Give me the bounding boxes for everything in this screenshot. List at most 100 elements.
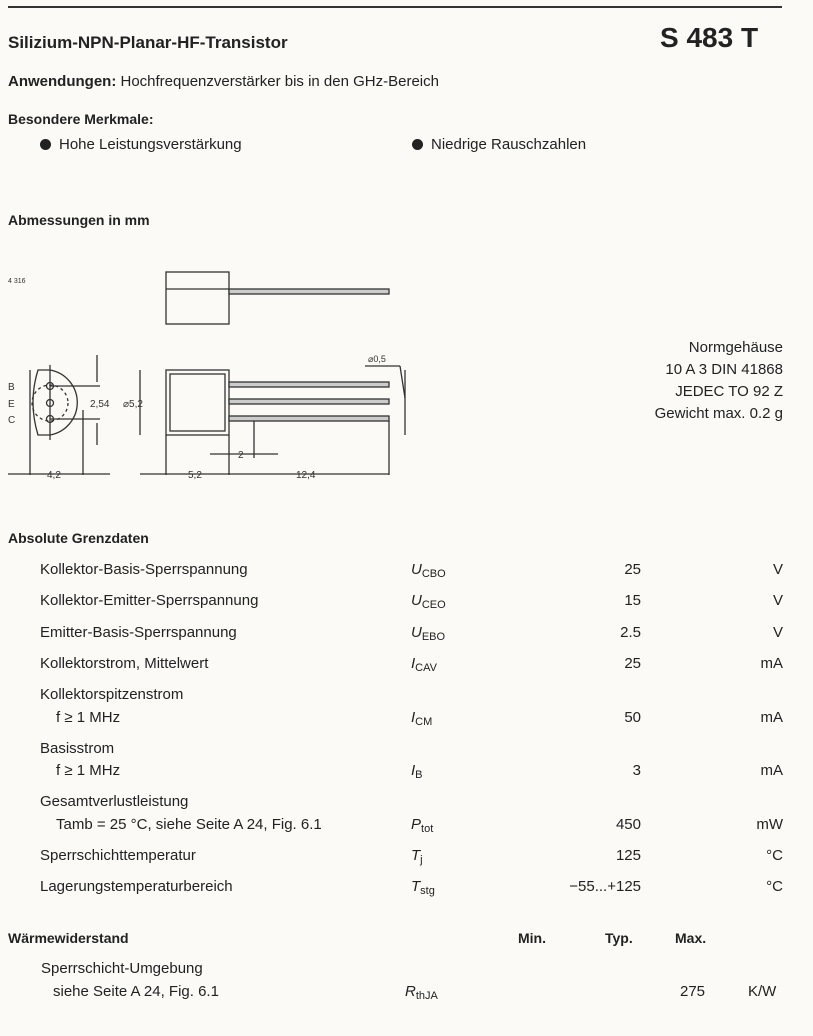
package-line: Normgehäuse	[688, 339, 783, 356]
rating-label: Kollektorstrom, Mittelwert	[40, 655, 209, 672]
rating-value: 15	[624, 592, 641, 609]
rating-condition: f ≥ 1 MHz	[56, 762, 121, 779]
rating-unit: V	[772, 592, 783, 609]
rating-value: 2.5	[620, 624, 641, 641]
col-typ: Typ.	[605, 930, 633, 946]
bullet-icon	[40, 139, 51, 150]
package-info: Normgehäuse 10 A 3 DIN 41868 JEDEC TO 92…	[655, 337, 783, 425]
rating-unit: V	[772, 561, 783, 578]
rating-symbol: Tstg	[411, 878, 435, 897]
symbol-sub: B	[415, 769, 423, 781]
rating-value: 25	[624, 561, 641, 578]
symbol-sub: EBO	[421, 631, 446, 643]
rating-unit: mA	[760, 655, 784, 672]
feature-item: Hohe Leistungsverstärkung	[40, 136, 242, 153]
rating-label: Kollektor-Emitter-Sperrspannung	[40, 592, 259, 609]
symbol-sub: CM	[415, 716, 433, 728]
symbol-letter: U	[411, 592, 422, 609]
rating-label: Sperrschichttemperatur	[40, 847, 196, 864]
symbol-letter: R	[405, 983, 416, 1000]
col-max: Max.	[675, 930, 707, 946]
symbol-sub: CAV	[415, 662, 437, 674]
pin-label-e: E	[8, 399, 15, 410]
bullet-icon	[412, 139, 423, 150]
features-heading: Besondere Merkmale:	[8, 111, 154, 127]
rating-label: Emitter-Basis-Sperrspannung	[40, 624, 237, 641]
package-line: JEDEC TO 92 Z	[675, 383, 783, 400]
rating-label: Kollektor-Basis-Sperrspannung	[40, 561, 248, 578]
thermal-label: Sperrschicht-Umgebung	[41, 960, 203, 977]
rating-label: Basisstrom	[40, 740, 115, 757]
symbol-sub: CEO	[421, 599, 446, 611]
thermal-unit: K/W	[748, 983, 777, 1000]
rating-value: 50	[624, 709, 641, 726]
symbol-letter: T	[411, 878, 421, 895]
rating-label: Kollektorspitzenstrom	[40, 686, 184, 703]
thermal-symbol: RthJA	[405, 983, 438, 1002]
dim-gap: 2	[238, 450, 244, 461]
applications-text: Hochfrequenzverstärker bis in den GHz-Be…	[120, 73, 439, 90]
rating-unit: °C	[766, 878, 783, 895]
thermal-sub: siehe Seite A 24, Fig. 6.1	[53, 983, 219, 1000]
rating-symbol: Tj	[411, 847, 423, 866]
rating-value: −55...+125	[569, 878, 641, 895]
doc-title: Silizium-NPN-Planar-HF-Transistor	[8, 33, 288, 52]
rating-value: 25	[624, 655, 641, 672]
feature-item: Niedrige Rauschzahlen	[412, 136, 586, 153]
symbol-sub: stg	[420, 885, 435, 897]
rating-unit: mA	[760, 709, 784, 726]
dim-lead-diameter: ⌀0,5	[368, 354, 386, 364]
rating-value: 3	[632, 762, 641, 779]
rating-unit: V	[772, 624, 783, 641]
symbol-letter: U	[411, 624, 422, 641]
symbol-sub: tot	[421, 823, 434, 835]
rating-symbol: Ptot	[411, 816, 433, 835]
feature-text: Niedrige Rauschzahlen	[431, 136, 587, 153]
dim-body-length: 5,2	[188, 470, 202, 481]
package-line: 10 A 3 DIN 41868	[665, 361, 783, 378]
rating-value: 125	[615, 847, 641, 864]
thermal-heading: Wärmewiderstand	[8, 930, 129, 946]
rating-symbol: ICM	[411, 709, 432, 728]
pin-label-b: B	[8, 382, 15, 393]
symbol-letter: T	[411, 847, 421, 864]
symbol-sub: CBO	[421, 568, 446, 580]
rating-label: Lagerungstemperaturbereich	[40, 878, 233, 895]
symbol-sub: thJA	[415, 990, 438, 1002]
symbol-letter: U	[411, 561, 422, 578]
thermal-max: 275	[680, 983, 706, 1000]
part-number: S 483 T	[660, 22, 759, 53]
top-rule	[8, 6, 782, 8]
rating-symbol: UCEO	[411, 592, 446, 611]
drawing-id: 4 316	[8, 278, 26, 285]
symbol-letter: I	[411, 762, 416, 779]
dim-pitch: 2,54	[90, 399, 110, 410]
package-drawing: 4 316 B E C 2,54 ⌀5,2 ⌀0,5	[8, 271, 406, 481]
rating-unit: mW	[756, 816, 783, 833]
symbol-letter: I	[411, 709, 416, 726]
rating-unit: °C	[766, 847, 783, 864]
dim-lead-length: 12,4	[296, 470, 316, 481]
rating-symbol: ICAV	[411, 655, 437, 674]
package-line: Gewicht max. 0.2 g	[654, 405, 783, 422]
rating-condition: f ≥ 1 MHz	[56, 709, 121, 726]
rating-value: 450	[615, 816, 641, 833]
dimensions-heading: Abmessungen in mm	[8, 212, 150, 228]
rating-symbol: UEBO	[411, 624, 445, 643]
col-min: Min.	[518, 930, 546, 946]
symbol-sub: j	[420, 854, 423, 866]
dim-diameter: ⌀5,2	[123, 399, 143, 410]
dim-width: 4,2	[47, 470, 61, 481]
ratings-heading: Absolute Grenzdaten	[8, 530, 149, 546]
rating-symbol: IB	[411, 762, 423, 781]
rating-condition: Tamb = 25 °C, siehe Seite A 24, Fig. 6.1	[56, 816, 322, 833]
rating-label: Gesamtverlustleistung	[40, 793, 189, 810]
rating-unit: mA	[760, 762, 784, 779]
symbol-letter: I	[411, 655, 416, 672]
applications: Anwendungen: Hochfrequenzverstärker bis …	[8, 73, 439, 90]
symbol-letter: P	[411, 816, 422, 833]
applications-label: Anwendungen:	[8, 73, 117, 90]
rating-symbol: UCBO	[411, 561, 446, 580]
pin-label-c: C	[8, 415, 15, 426]
